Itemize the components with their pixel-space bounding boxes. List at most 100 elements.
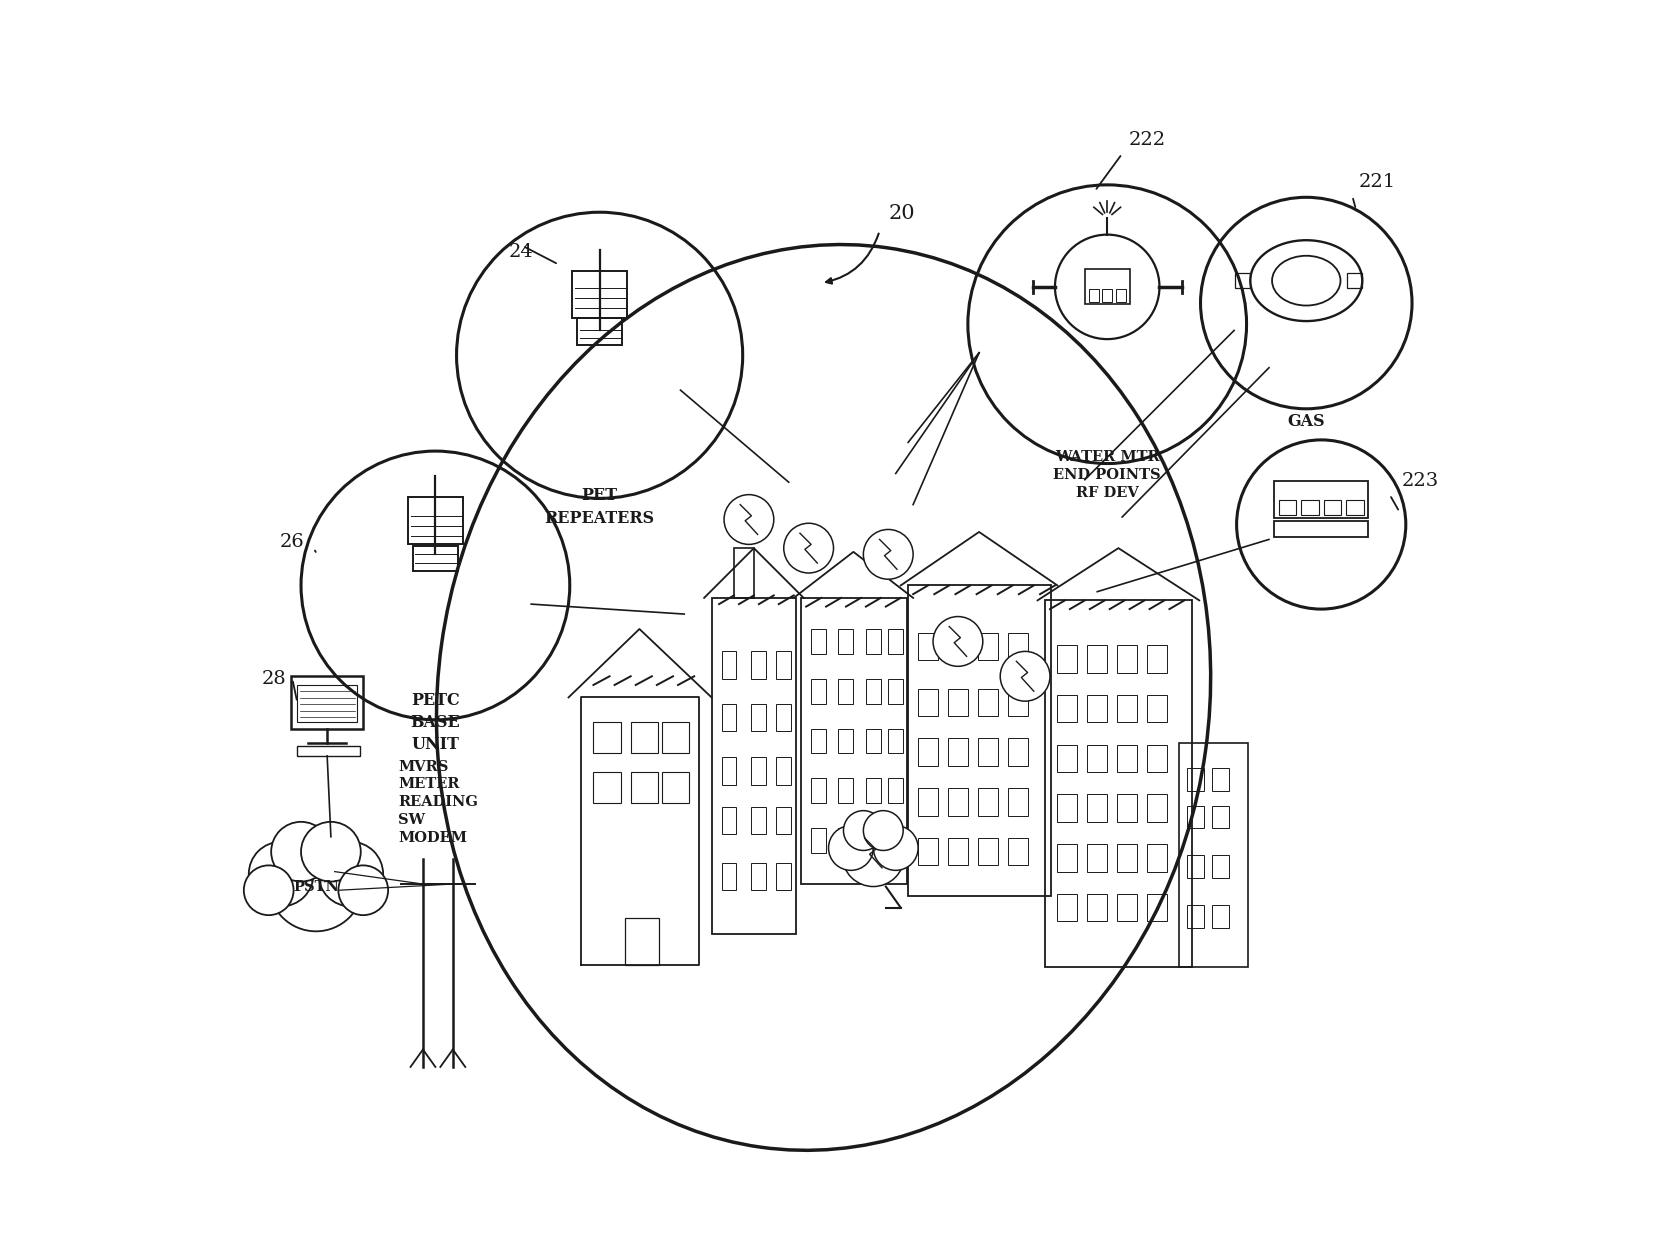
Circle shape bbox=[301, 821, 361, 882]
Circle shape bbox=[249, 842, 313, 907]
Bar bbox=[1085, 269, 1130, 304]
Bar bbox=[948, 838, 968, 866]
Bar bbox=[1212, 805, 1229, 828]
Bar bbox=[888, 629, 903, 654]
Bar bbox=[625, 917, 659, 965]
Bar bbox=[1187, 769, 1204, 791]
Text: GAS: GAS bbox=[1287, 413, 1326, 430]
Bar bbox=[811, 779, 826, 803]
Text: 26: 26 bbox=[279, 532, 304, 551]
Bar bbox=[888, 779, 903, 803]
Circle shape bbox=[863, 810, 903, 850]
Bar bbox=[408, 497, 463, 545]
Bar bbox=[1087, 894, 1107, 921]
Bar bbox=[751, 703, 766, 731]
Bar bbox=[1088, 289, 1099, 302]
Bar bbox=[811, 728, 826, 754]
Bar bbox=[1008, 738, 1028, 766]
Bar bbox=[722, 757, 736, 785]
Bar bbox=[838, 728, 853, 754]
Bar bbox=[918, 838, 938, 866]
Text: MVRS
METER
READING
SW
MODEM: MVRS METER READING SW MODEM bbox=[398, 760, 478, 845]
Bar bbox=[1008, 688, 1028, 716]
Text: PETC
BASE
UNIT: PETC BASE UNIT bbox=[411, 692, 460, 754]
Bar bbox=[1279, 499, 1296, 515]
Bar bbox=[1117, 745, 1137, 772]
Bar bbox=[1346, 499, 1363, 515]
Circle shape bbox=[933, 616, 983, 667]
Bar bbox=[866, 728, 881, 754]
Bar bbox=[866, 828, 881, 853]
Bar bbox=[1212, 855, 1229, 878]
Bar bbox=[811, 679, 826, 703]
Bar bbox=[866, 779, 881, 803]
Text: 222: 222 bbox=[1129, 131, 1165, 148]
Text: PSTN: PSTN bbox=[293, 879, 339, 893]
Bar bbox=[978, 789, 998, 815]
Bar bbox=[1212, 769, 1229, 791]
Circle shape bbox=[338, 866, 388, 915]
Bar bbox=[866, 629, 881, 654]
Bar bbox=[577, 318, 622, 346]
Bar bbox=[1147, 844, 1167, 872]
Text: 24: 24 bbox=[508, 243, 533, 260]
Text: 20: 20 bbox=[888, 204, 915, 224]
Text: 223: 223 bbox=[1403, 472, 1440, 489]
Circle shape bbox=[843, 824, 905, 887]
Bar bbox=[776, 806, 791, 834]
Bar bbox=[1301, 499, 1319, 515]
Bar bbox=[1147, 894, 1167, 921]
Text: WATER MTR
END POINTS
RF DEV: WATER MTR END POINTS RF DEV bbox=[1053, 450, 1160, 499]
Bar bbox=[888, 728, 903, 754]
Bar bbox=[1274, 521, 1368, 537]
Bar bbox=[1087, 844, 1107, 872]
Bar bbox=[413, 546, 458, 571]
Circle shape bbox=[269, 837, 363, 931]
Bar bbox=[1087, 645, 1107, 673]
Bar bbox=[722, 806, 736, 834]
Bar bbox=[712, 598, 796, 933]
Bar bbox=[1324, 499, 1341, 515]
Bar bbox=[1008, 633, 1028, 660]
Bar bbox=[776, 703, 791, 731]
Bar bbox=[1179, 743, 1247, 967]
Text: PET
REPEATERS: PET REPEATERS bbox=[545, 488, 655, 527]
Circle shape bbox=[784, 523, 834, 572]
Bar bbox=[1117, 694, 1137, 722]
Bar bbox=[776, 757, 791, 785]
Bar bbox=[630, 722, 659, 754]
Bar bbox=[888, 828, 903, 853]
Bar bbox=[291, 677, 363, 728]
Bar bbox=[1187, 855, 1204, 878]
Bar bbox=[776, 652, 791, 679]
Bar bbox=[1212, 906, 1229, 927]
Bar bbox=[1057, 844, 1077, 872]
Bar bbox=[1087, 745, 1107, 772]
Bar bbox=[776, 863, 791, 891]
Text: 28: 28 bbox=[261, 669, 286, 688]
Bar bbox=[1057, 795, 1077, 821]
Bar bbox=[1147, 745, 1167, 772]
Bar bbox=[978, 633, 998, 660]
Bar bbox=[630, 772, 659, 803]
Bar bbox=[1008, 789, 1028, 815]
Bar bbox=[811, 629, 826, 654]
Bar bbox=[572, 270, 627, 318]
Bar bbox=[948, 688, 968, 716]
Bar bbox=[751, 806, 766, 834]
Circle shape bbox=[848, 828, 898, 878]
Bar bbox=[948, 789, 968, 815]
Bar bbox=[1117, 795, 1137, 821]
Bar bbox=[751, 863, 766, 891]
Circle shape bbox=[271, 821, 331, 882]
Bar bbox=[662, 722, 689, 754]
Bar bbox=[298, 686, 358, 722]
Circle shape bbox=[829, 825, 873, 871]
Circle shape bbox=[873, 825, 918, 871]
Bar bbox=[1087, 795, 1107, 821]
Bar bbox=[722, 703, 736, 731]
Bar bbox=[838, 779, 853, 803]
Bar bbox=[978, 688, 998, 716]
Circle shape bbox=[863, 530, 913, 579]
Bar bbox=[918, 738, 938, 766]
